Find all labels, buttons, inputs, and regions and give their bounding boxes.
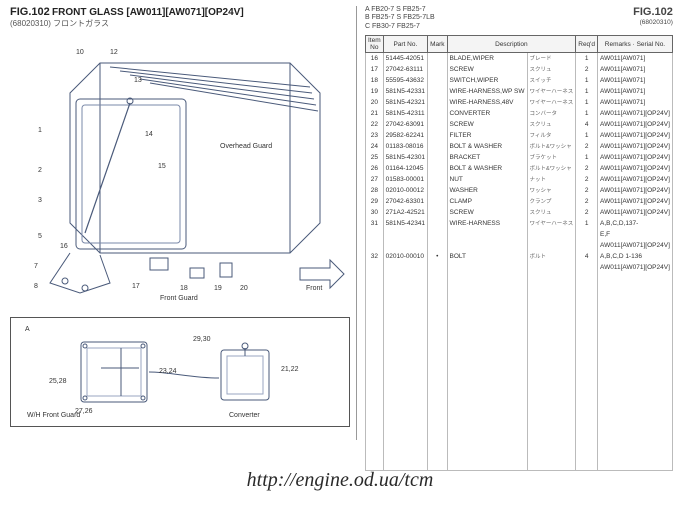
col-req: Req'd	[576, 36, 598, 53]
right-header: A FB20-7 S FB25-7 B FB25-7 S FB25-7LB C …	[365, 6, 673, 31]
label-wh-front-guard: W/H Front Guard	[27, 412, 80, 419]
callout: 16	[60, 243, 68, 250]
table-row	[366, 394, 673, 405]
sub-diagram: A 25,28 27,26 23,24 29,30 21,22 W/H Fron…	[10, 317, 350, 427]
table-row: 31581N5-42341WIRE-HARNESSワイヤーハーネス1A,B,C,…	[366, 218, 673, 229]
table-row: 3202010-00010•BOLTボルト4A,B,C,D 1-136	[366, 251, 673, 262]
table-row: 25581N5-42301BRACKETブラケット1AW011[AW071][O…	[366, 152, 673, 163]
table-row	[366, 438, 673, 449]
callout: 19	[214, 285, 222, 292]
callout: 12	[110, 49, 118, 56]
main-diagram: 1 2 3 5 7 8 10 12 13 14 15 16 17 18 19 2…	[10, 33, 350, 313]
table-row: 19581N5-42331WIRE-HARNESS,WP SWワイヤーハーネス1…	[366, 86, 673, 97]
diagram-panel: FIG.102 FRONT GLASS [AW011][AW071][OP24V…	[10, 6, 357, 440]
table-row	[366, 339, 673, 350]
table-row	[366, 306, 673, 317]
callout: 15	[158, 163, 166, 170]
callout: 21,22	[281, 366, 299, 373]
col-partno: Part No.	[383, 36, 427, 53]
callout: 18	[180, 285, 188, 292]
callout: 13	[134, 77, 142, 84]
table-row: 1651445-42051BLADE,WIPERブレード1AW011[AW071…	[366, 53, 673, 64]
callout: 3	[38, 197, 42, 204]
table-row	[366, 350, 673, 361]
figure-number: FIG.102	[10, 6, 50, 18]
table-row	[366, 295, 673, 306]
fig-right-code: (68020310)	[633, 19, 673, 27]
callout: 14	[145, 131, 153, 138]
callout: 25,28	[49, 378, 67, 385]
col-mark: Mark	[428, 36, 447, 53]
table-row: 30271A2-42521SCREWスクリュ2AW011[AW071][OP24…	[366, 207, 673, 218]
callout-a: A	[25, 326, 30, 333]
callout: 8	[34, 283, 38, 290]
model-line: B FB25-7 S FB25-7LB	[365, 14, 435, 22]
table-row	[366, 284, 673, 295]
model-line: C FB30-7 FB25-7	[365, 23, 435, 31]
table-row	[366, 427, 673, 438]
table-row: 2227042-63091SCREWスクリュ4AW011[AW071][OP24…	[366, 119, 673, 130]
label-front: Front	[306, 285, 322, 292]
col-item: Item No	[366, 36, 384, 53]
table-row	[366, 328, 673, 339]
table-row	[366, 273, 673, 284]
callout: 1	[38, 127, 42, 134]
callout: 5	[38, 233, 42, 240]
callout: 29,30	[193, 336, 211, 343]
table-row: 2927042-63301CLAMPクランプ2AW011[AW071][OP24…	[366, 196, 673, 207]
table-row: E,F	[366, 229, 673, 240]
label-overhead-guard: Overhead Guard	[220, 143, 272, 150]
table-row: 2401183-08016BOLT & WASHERボルト&ワッシャ2AW011…	[366, 141, 673, 152]
label-front-guard: Front Guard	[160, 295, 198, 302]
table-row: 20581N5-42321WIRE-HARNESS,48Vワイヤーハーネス1AW…	[366, 97, 673, 108]
callout: 20	[240, 285, 248, 292]
col-desc: Description	[447, 36, 576, 53]
document-page: FIG.102 FRONT GLASS [AW011][AW071][OP24V…	[0, 0, 680, 446]
callout: 2	[38, 167, 42, 174]
callout: 10	[76, 49, 84, 56]
figure-jp: フロントガラス	[53, 19, 109, 28]
parts-panel: A FB20-7 S FB25-7 B FB25-7 S FB25-7LB C …	[357, 6, 673, 440]
table-row: 21581N5-42311CONVERTERコンバータ1AW011[AW071]…	[366, 108, 673, 119]
table-row: 1855595-43632SWITCH,WIPERスイッチ1AW011[AW07…	[366, 75, 673, 86]
table-row	[366, 416, 673, 427]
fig-right: FIG.102	[633, 6, 673, 19]
table-row: 2701583-00001NUTナット2AW011[AW071][OP24V]	[366, 174, 673, 185]
table-row	[366, 361, 673, 372]
callout: 17	[132, 283, 140, 290]
table-row: 2802010-00012WASHERワッシャ2AW011[AW071][OP2…	[366, 185, 673, 196]
table-row	[366, 317, 673, 328]
model-line: A FB20-7 S FB25-7	[365, 6, 435, 14]
table-row: AW011[AW071][OP24V]	[366, 240, 673, 251]
table-row: AW011[AW071][OP24V]	[366, 262, 673, 273]
col-remarks: Remarks · Serial No.	[598, 36, 673, 53]
callout: 7	[34, 263, 38, 270]
parts-table: Item No Part No. Mark Description Req'd …	[365, 35, 673, 471]
table-row: 2601164-12045BOLT & WASHERボルト&ワッシャ2AW011…	[366, 163, 673, 174]
table-row	[366, 372, 673, 383]
url-footer: http://engine.od.ua/tcm	[0, 469, 680, 492]
table-row	[366, 449, 673, 460]
figure-title: FRONT GLASS [AW011][AW071][OP24V]	[52, 7, 244, 18]
table-row: 2329582-62241FILTERフィルタ1AW011[AW071][OP2…	[366, 130, 673, 141]
figure-code: (68020310)	[10, 19, 51, 28]
table-row	[366, 405, 673, 416]
callout: 23,24	[159, 368, 177, 375]
table-row	[366, 383, 673, 394]
table-row: 1727042-63111SCREWスクリュ2AW011[AW071]	[366, 64, 673, 75]
label-converter: Converter	[229, 412, 260, 419]
